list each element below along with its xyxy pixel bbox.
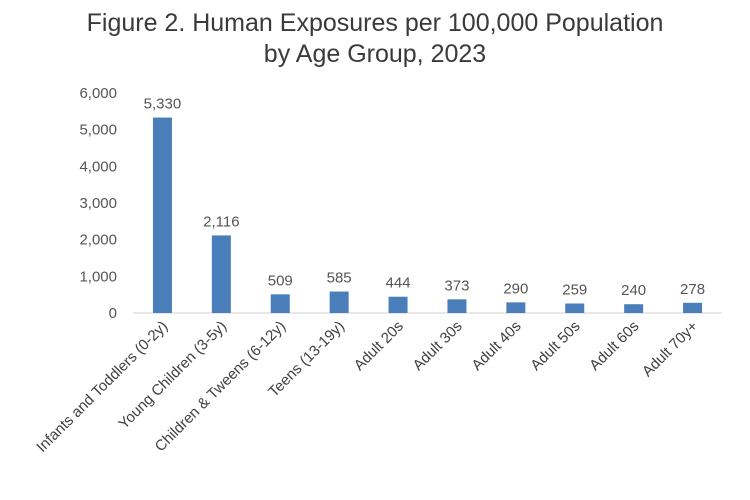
- category-label: Adult 50s: [527, 318, 583, 374]
- y-tick-label: 5,000: [79, 122, 117, 139]
- y-tick-label: 2,000: [79, 232, 117, 249]
- chart-title-line-1: Figure 2. Human Exposures per 100,000 Po…: [86, 9, 664, 37]
- y-tick-label: 4,000: [79, 158, 117, 175]
- y-tick-label: 0: [109, 305, 117, 322]
- bar: [565, 303, 585, 313]
- data-label: 444: [386, 275, 411, 292]
- bar: [270, 294, 290, 313]
- y-tick-label: 3,000: [79, 195, 117, 212]
- bar: [211, 235, 231, 313]
- data-label: 240: [621, 282, 646, 299]
- category-label: Adult 70y+: [639, 318, 702, 381]
- y-axis-tick-labels: 0 1,000 2,000 3,000 4,000 5,000 6,000: [79, 85, 117, 322]
- data-label: 278: [680, 281, 705, 298]
- data-label: 5,330: [144, 96, 182, 113]
- data-label: 373: [444, 277, 469, 294]
- y-tick-label: 1,000: [79, 268, 117, 285]
- data-label: 585: [327, 270, 352, 287]
- data-label: 2,116: [203, 213, 239, 230]
- data-label: 259: [562, 282, 587, 299]
- data-label: 509: [268, 272, 293, 289]
- bar: [683, 302, 703, 313]
- category-label: Young Children (3-5y): [115, 318, 230, 433]
- chart-title: Figure 2. Human Exposures per 100,000 Po…: [0, 8, 750, 70]
- category-label: Adult 20s: [351, 318, 407, 374]
- chart-title-line-2: by Age Group, 2023: [263, 40, 487, 68]
- category-label: Adult 30s: [410, 318, 466, 374]
- bar: [152, 117, 172, 313]
- bar: [624, 304, 644, 313]
- category-label: Adult 60s: [586, 318, 642, 374]
- bar: [329, 291, 349, 313]
- category-label: Adult 40s: [468, 318, 524, 374]
- y-tick-label: 6,000: [79, 85, 117, 102]
- data-label: 290: [503, 280, 528, 297]
- bars: [152, 117, 703, 313]
- data-labels: 5,330 2,116 509 585 444 373 290 259 240 278: [144, 96, 705, 300]
- bar: [506, 302, 526, 313]
- category-labels: Infants and Toddlers (0-2y)Young Childre…: [33, 318, 701, 456]
- bar: [447, 299, 467, 313]
- bar: [388, 296, 408, 313]
